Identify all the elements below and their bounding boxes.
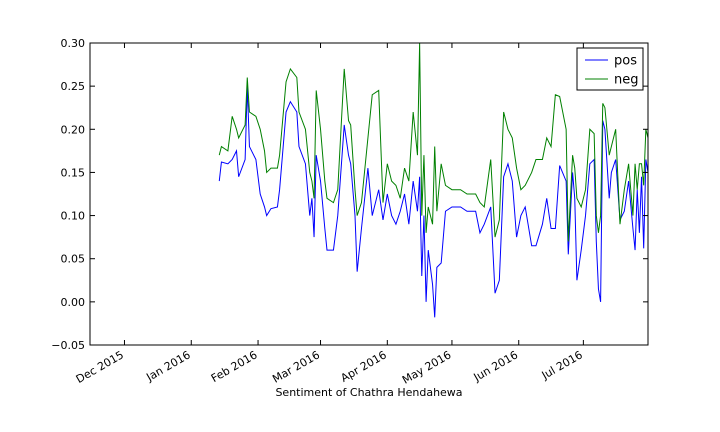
legend-label-pos: pos (614, 54, 637, 69)
y-tick-label: 0.00 (61, 296, 86, 309)
plot-frame (89, 42, 649, 346)
y-tick-label: 0.15 (61, 166, 86, 179)
y-tick-label: 0.20 (61, 123, 86, 136)
y-tick-label: 0.30 (61, 37, 86, 50)
x-axis-label: Sentiment of Chathra Hendahewa (275, 386, 462, 399)
y-tick-label: 0.25 (61, 80, 86, 93)
series-layer (218, 43, 648, 318)
series-line-pos (218, 86, 648, 318)
legend-box (576, 47, 644, 91)
y-tick-label: 0.05 (61, 253, 86, 266)
legend: pos neg (576, 47, 644, 91)
y-tick-label: 0.10 (61, 210, 86, 223)
legend-label-neg: neg (614, 73, 639, 88)
y-tick-label: −0.05 (51, 339, 85, 352)
y-axis: −0.05 0.00 0.05 0.10 0.15 0.20 0.25 0.30 (51, 37, 648, 352)
series-line-neg (218, 43, 648, 242)
